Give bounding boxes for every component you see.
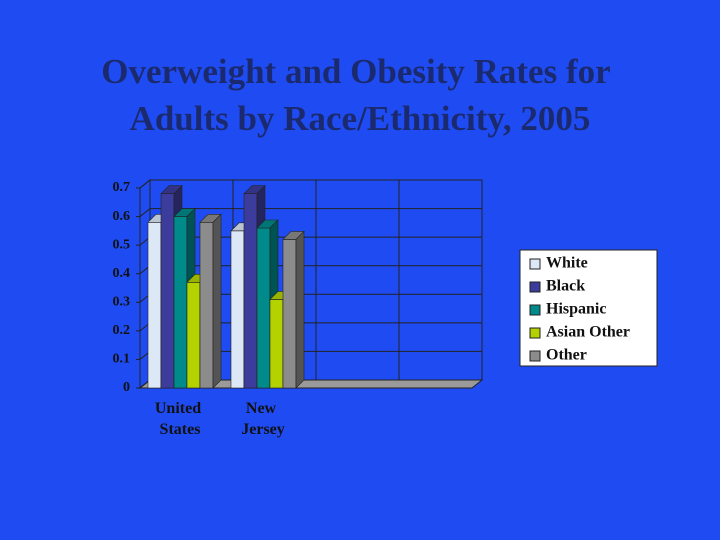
y-tick-label: 0.7 [113,180,131,195]
x-tick-label: United States [155,400,205,438]
bar [199,213,222,389]
bar-front [147,221,162,389]
bar-front [199,221,214,389]
y-tick-label: 0.3 [113,295,131,310]
bar-side [212,213,222,389]
legend-label: Hispanic [546,301,606,318]
y-tick-label: 0.2 [113,323,131,338]
grid-line [139,179,482,189]
y-tick-label: 0 [123,380,130,395]
legend-box [519,249,658,367]
bar-front [269,299,284,389]
y-tick-label: 0.1 [113,352,131,367]
bar-front [173,216,188,389]
y-tick-label: 0.6 [113,209,131,224]
bar-side [295,230,305,389]
bar-front [160,193,175,389]
grid-line [139,208,482,217]
legend-label: Black [546,278,585,295]
y-tick-label: 0.5 [113,237,131,252]
legend-swatch [529,350,541,362]
bar-front [186,281,201,389]
legend-label: Other [546,347,587,364]
bar [282,230,305,389]
x-tick-label: New Jersey [241,400,285,438]
legend-swatch [529,327,541,339]
bar-front [243,193,258,389]
legend-swatch [529,281,541,293]
bar-front [256,227,271,389]
y-tick-label: 0.4 [113,266,131,281]
bar-front [230,230,245,389]
legend-label: White [546,255,588,272]
bar-front [282,239,297,389]
legend-swatch [529,258,541,270]
legend-swatch [529,304,541,316]
chart-title: Overweight and Obesity Rates for Adults … [101,52,619,138]
legend-label: Asian Other [546,324,630,341]
